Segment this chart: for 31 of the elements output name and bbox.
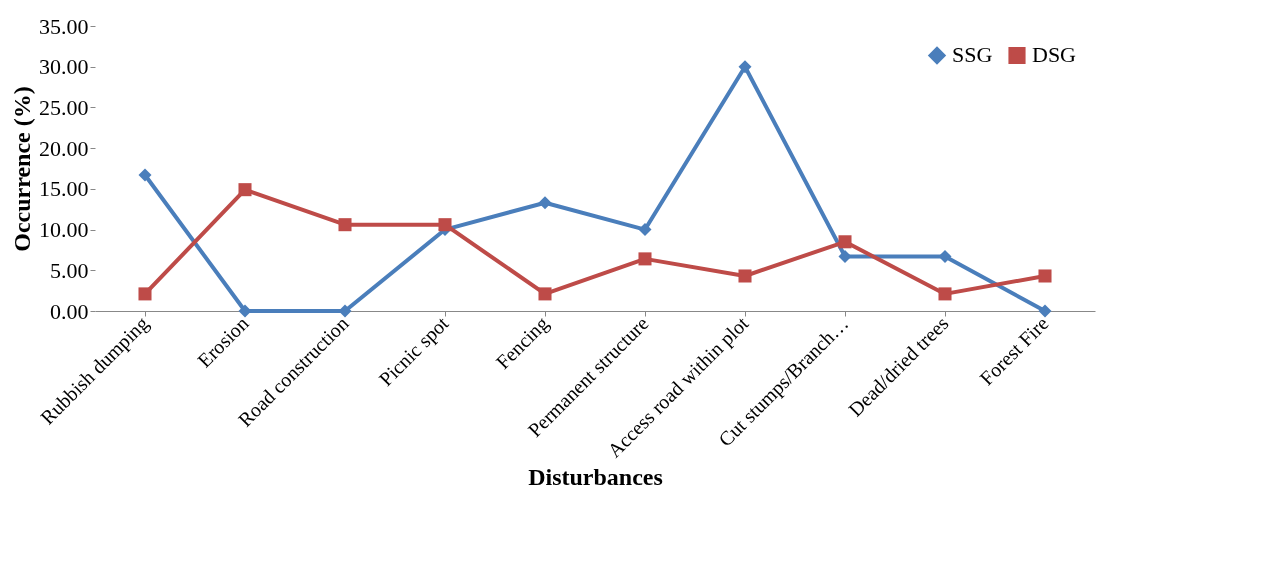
point <box>738 269 752 283</box>
point <box>938 249 952 263</box>
y-tick-label: 30.00 <box>39 54 89 80</box>
point <box>538 287 552 301</box>
point <box>1038 304 1052 318</box>
point <box>238 304 252 318</box>
legend-label: DSG <box>1032 42 1077 68</box>
point <box>638 223 652 237</box>
y-tick-label: 15.00 <box>39 176 89 202</box>
point <box>338 304 352 318</box>
legend-label: SSG <box>952 42 993 68</box>
y-tick-label: 20.00 <box>39 135 89 161</box>
point <box>438 218 452 232</box>
point <box>338 218 352 232</box>
x-axis-title: Disturbances <box>528 463 663 490</box>
point <box>238 183 252 197</box>
point <box>838 249 852 263</box>
y-axis-title: Occurrence (%) <box>9 86 35 252</box>
point <box>1038 269 1052 283</box>
y-tick-label: 10.00 <box>39 217 89 243</box>
y-tick-label: 25.00 <box>39 94 89 120</box>
point <box>138 168 152 182</box>
point <box>938 287 952 301</box>
y-tick-label: 0.00 <box>50 298 89 324</box>
y-tick-label: 35.00 <box>39 13 89 39</box>
y-tick-label: 5.00 <box>50 257 89 283</box>
point <box>738 60 752 74</box>
point <box>538 196 552 210</box>
point <box>638 252 652 266</box>
point <box>838 235 852 249</box>
point <box>138 287 152 301</box>
